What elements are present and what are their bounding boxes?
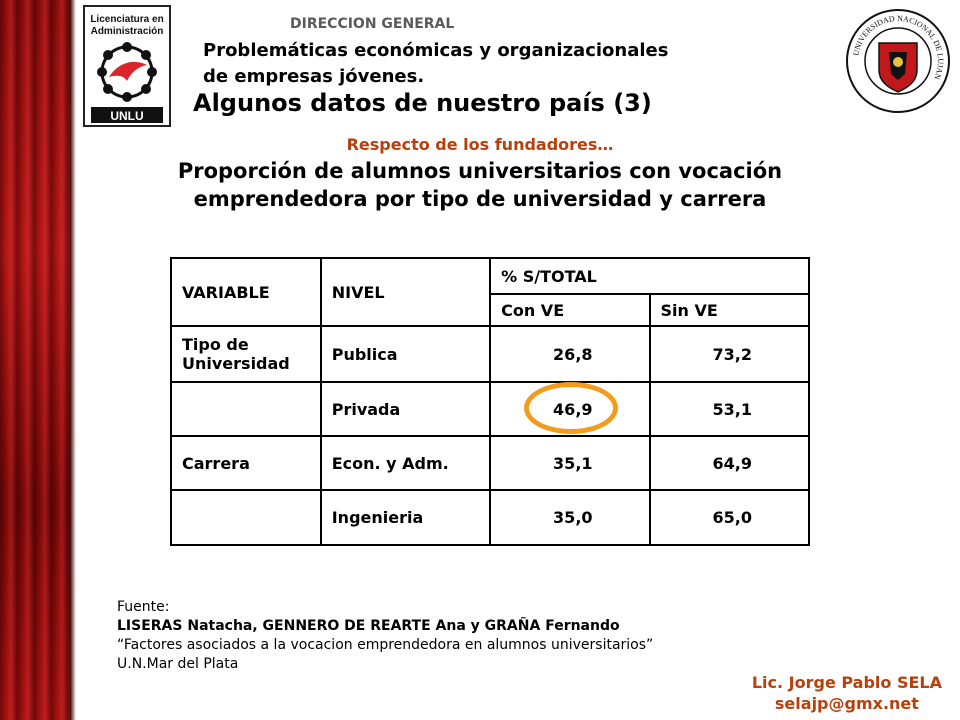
cell-variable [170,489,322,546]
cell-con-ve: 26,8 [489,325,651,383]
table-row: Carrera Econ. y Adm. 35,1 64,9 [170,435,811,491]
curtain-shadow [70,0,76,720]
table-title: Proporción de alumnos universitarios con… [0,157,960,213]
author-signature: Lic. Jorge Pablo SELA selajp@gmx.net [752,672,942,714]
organization-label: DIRECCION GENERAL [290,16,455,32]
logo-footer: UNLU [110,109,143,123]
author-email: selajp@gmx.net [774,694,919,713]
header-sin-ve: Sin VE [648,293,811,327]
cell-nivel: Econ. y Adm. [319,435,492,491]
data-table: VARIABLE NIVEL % S/TOTAL Con VE Sin VE T… [170,257,811,546]
cell-con-ve: 35,0 [489,489,651,546]
table-row: Privada 46,9 53,1 [170,381,811,437]
source-place: U.N.Mar del Plata [117,656,239,672]
source-authors: LISERAS Natacha, GENNERO DE REARTE Ana y… [117,618,620,634]
header-subtitle: Problemáticas económicas y organizaciona… [203,38,668,90]
source-work: “Factores asociados a la vocacion empren… [117,637,654,653]
cell-nivel: Privada [319,381,492,437]
cell-variable: Tipo de Universidad [170,325,322,383]
header-nivel: NIVEL [319,257,492,327]
cell-variable: Carrera [170,435,322,491]
cell-variable [170,381,322,437]
cell-sin-ve: 53,1 [648,381,811,437]
header-pct-total: % S/TOTAL [489,257,810,295]
section-heading: Respecto de los fundadores… [346,135,614,154]
cell-sin-ve: 65,0 [648,489,811,546]
author-name: Lic. Jorge Pablo SELA [751,673,942,692]
subheader-row: Con VE Sin VE [171,293,811,327]
header-row: VARIABLE NIVEL % S/TOTAL [170,257,810,327]
page-title: Algunos datos de nuestro país (3) [193,89,652,117]
university-seal: UNIVERSIDAD NACIONAL DE LUJAN [846,9,950,113]
source-label: Fuente: [117,599,170,615]
red-curtain-decoration [0,0,70,720]
header-variable: VARIABLE [170,257,322,327]
cell-sin-ve: 64,9 [648,435,811,491]
highlight-circle [524,382,618,434]
cell-con-ve: 35,1 [489,435,651,491]
source-citation: Fuente: LISERAS Natacha, GENNERO DE REAR… [117,598,653,674]
table-row: Tipo de Universidad Publica 26,8 73,2 [170,325,811,383]
licenciatura-logo: Licenciatura en Administración UNLU [83,5,171,127]
table-title-line-2: emprendedora por tipo de universidad y c… [193,187,767,211]
cell-sin-ve: 73,2 [648,325,811,383]
subtitle-line-2: de empresas jóvenes. [203,66,425,87]
cell-nivel: Publica [319,325,492,383]
cell-nivel: Ingenieria [319,489,492,546]
table-row: Ingenieria 35,0 65,0 [170,489,811,546]
logo-line2: Administración [91,26,164,37]
table-title-line-1: Proporción de alumnos universitarios con… [177,159,783,183]
subtitle-line-1: Problemáticas económicas y organizaciona… [203,40,669,61]
logo-line1: Licenciatura en [90,14,163,25]
header-con-ve: Con VE [489,293,651,327]
